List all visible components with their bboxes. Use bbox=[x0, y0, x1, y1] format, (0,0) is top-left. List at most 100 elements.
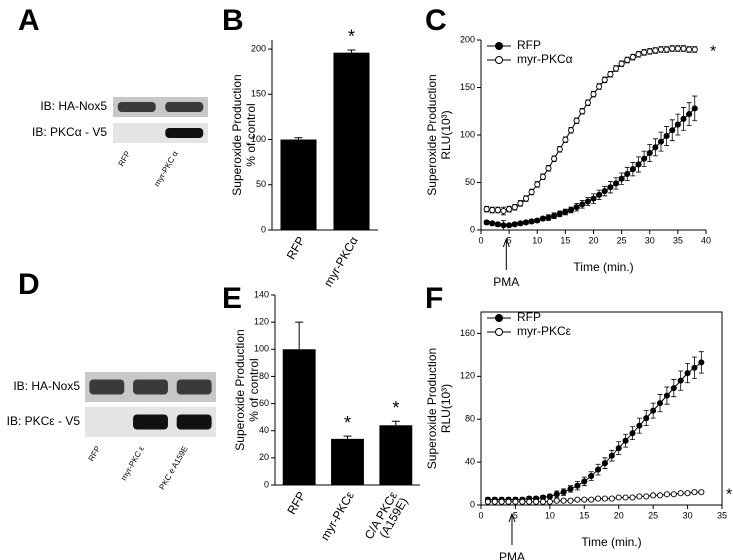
significance-label: * bbox=[710, 44, 716, 61]
point bbox=[567, 485, 574, 492]
point bbox=[560, 497, 567, 504]
x-tick-label: 10 bbox=[545, 510, 555, 520]
y-tick-label: 0 bbox=[261, 224, 266, 234]
error-bar bbox=[295, 321, 304, 350]
point bbox=[539, 215, 546, 222]
y-tick-label: 0 bbox=[264, 479, 269, 489]
point bbox=[612, 180, 620, 187]
y-axis-label: RLU(10³) bbox=[439, 384, 453, 433]
error-bar bbox=[347, 49, 356, 53]
point bbox=[581, 478, 588, 485]
point bbox=[684, 370, 691, 377]
point bbox=[669, 127, 676, 134]
point bbox=[646, 149, 653, 157]
point bbox=[607, 71, 614, 78]
point bbox=[691, 105, 698, 112]
x-tick-label: 20 bbox=[588, 235, 598, 245]
x-tick-label: 0 bbox=[478, 510, 483, 520]
point bbox=[596, 191, 603, 198]
y-axis-label: Superoxide Production bbox=[230, 74, 244, 195]
x-tick-label: 0 bbox=[478, 235, 483, 245]
point bbox=[573, 204, 580, 211]
significance-label: * bbox=[344, 413, 351, 433]
bar bbox=[280, 139, 317, 230]
error-bar bbox=[343, 435, 352, 439]
point bbox=[686, 111, 693, 118]
panel-label: B bbox=[222, 4, 244, 37]
point bbox=[584, 198, 591, 205]
point bbox=[534, 217, 541, 224]
point bbox=[511, 204, 518, 211]
y-tick-label: 100 bbox=[460, 129, 475, 139]
point bbox=[517, 200, 524, 207]
legend-marker bbox=[495, 42, 503, 50]
y-tick-label: 80 bbox=[465, 414, 475, 424]
blot-band bbox=[165, 102, 204, 112]
y-tick-label: 100 bbox=[254, 344, 269, 354]
point bbox=[624, 170, 631, 177]
point bbox=[551, 155, 558, 162]
error-bar bbox=[391, 420, 400, 426]
point bbox=[545, 214, 552, 221]
point bbox=[528, 218, 535, 225]
point bbox=[629, 430, 636, 437]
point bbox=[601, 460, 608, 467]
point bbox=[551, 212, 558, 219]
point bbox=[511, 221, 518, 228]
y-tick-label: 50 bbox=[256, 179, 266, 189]
panel-label: D bbox=[18, 268, 40, 301]
point bbox=[526, 498, 533, 505]
point bbox=[629, 166, 636, 173]
legend-label: myr-PKCα bbox=[517, 52, 573, 66]
point bbox=[691, 46, 698, 53]
point bbox=[595, 495, 602, 502]
point bbox=[553, 491, 560, 498]
point bbox=[506, 206, 513, 213]
point bbox=[643, 493, 650, 500]
bar bbox=[282, 349, 316, 485]
x-tick-label: 30 bbox=[645, 235, 655, 245]
point bbox=[674, 121, 681, 128]
point bbox=[650, 492, 657, 499]
y-tick-label: 200 bbox=[460, 34, 475, 44]
point bbox=[607, 184, 614, 191]
blot-row-label: IB: HA-Nox5 bbox=[13, 379, 80, 393]
panel-label: A bbox=[18, 4, 40, 37]
point bbox=[579, 108, 586, 115]
blot-band bbox=[89, 379, 125, 395]
legend-marker bbox=[495, 56, 503, 64]
point bbox=[560, 489, 567, 496]
point bbox=[674, 45, 681, 52]
point bbox=[506, 222, 513, 229]
x-tick-label: 5 bbox=[513, 510, 518, 520]
y-tick-label: 60 bbox=[259, 398, 269, 408]
point bbox=[656, 492, 664, 499]
point bbox=[652, 47, 659, 54]
legend-marker bbox=[495, 314, 503, 322]
point bbox=[562, 136, 569, 143]
point bbox=[539, 498, 547, 505]
y-axis-label: Superoxide Production bbox=[425, 74, 439, 195]
bar bbox=[333, 52, 370, 230]
point bbox=[615, 445, 622, 452]
point bbox=[615, 494, 622, 501]
point bbox=[670, 491, 677, 498]
point bbox=[556, 146, 563, 153]
significance-label: * bbox=[392, 398, 399, 418]
point bbox=[484, 498, 491, 505]
point bbox=[505, 498, 512, 505]
point bbox=[629, 494, 636, 501]
point bbox=[608, 452, 615, 459]
point bbox=[494, 221, 501, 228]
panel-label: F bbox=[425, 282, 443, 315]
point bbox=[581, 496, 588, 503]
point bbox=[596, 83, 603, 90]
y-tick-label: 200 bbox=[251, 43, 266, 53]
point bbox=[567, 497, 574, 504]
blot-row-label: IB: HA-Nox5 bbox=[40, 99, 107, 113]
point bbox=[698, 489, 705, 496]
point bbox=[528, 188, 535, 196]
bar bbox=[379, 425, 413, 485]
point bbox=[512, 498, 519, 505]
point bbox=[590, 91, 597, 98]
